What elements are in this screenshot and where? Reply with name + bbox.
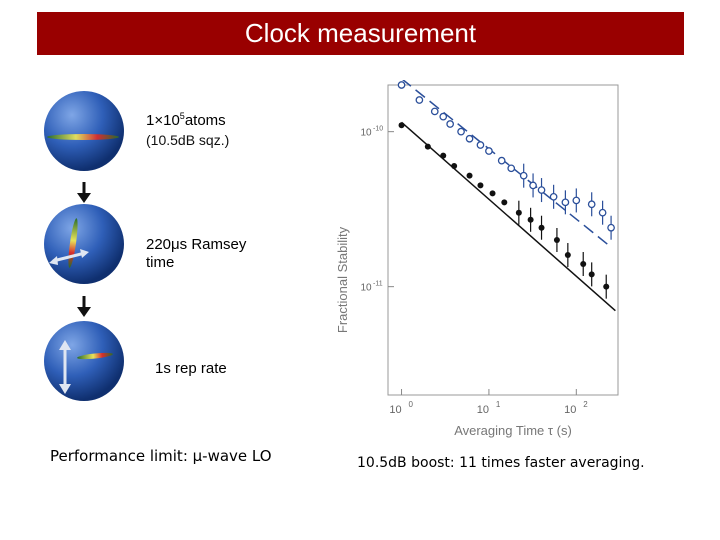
x-tick-exp-2: 2 <box>583 400 588 409</box>
fit-line-1 <box>401 121 616 312</box>
slide-title-text: Clock measurement <box>244 18 477 48</box>
point-1-10 <box>538 224 545 231</box>
x-tick-label-2: 10 <box>564 404 576 416</box>
ramsey-time-text: 220μs Ramsey time <box>146 236 247 271</box>
arrow-down-icon <box>77 182 91 203</box>
bloch-sphere-squeezed <box>44 91 124 171</box>
point-0-16 <box>572 196 581 205</box>
point-0-0 <box>397 81 406 89</box>
rep-rate-label: 1s rep rate <box>155 360 227 378</box>
point-0-10 <box>507 164 516 173</box>
y-axis-label: Fractional Stability <box>335 226 350 333</box>
point-0-18 <box>598 208 607 217</box>
point-0-19 <box>607 223 615 232</box>
point-0-15 <box>561 198 570 207</box>
point-1-8 <box>515 209 522 216</box>
point-1-5 <box>477 182 484 189</box>
point-1-1 <box>424 143 431 150</box>
point-1-9 <box>527 216 534 223</box>
point-0-3 <box>439 112 448 121</box>
point-0-9 <box>497 156 506 165</box>
point-0-7 <box>476 141 485 149</box>
y-tick-label-1: 10 <box>360 283 372 294</box>
point-0-6 <box>465 134 474 143</box>
point-1-0 <box>398 122 405 129</box>
y-tick-label-0: 10 <box>360 128 372 139</box>
x-axis-label: Averaging Time τ (s) <box>454 423 572 438</box>
point-0-8 <box>485 147 493 155</box>
y-tick-exp-1: -11 <box>373 281 383 288</box>
arrow-down-icon <box>77 296 91 317</box>
point-0-17 <box>587 200 596 209</box>
point-1-3 <box>451 163 458 170</box>
point-1-12 <box>564 252 571 259</box>
point-0-13 <box>537 186 546 194</box>
point-0-11 <box>519 171 528 180</box>
point-0-4 <box>446 120 454 128</box>
point-0-14 <box>549 192 558 201</box>
slide-title: Clock measurement <box>37 12 684 55</box>
x-tick-label-1: 10 <box>477 404 489 416</box>
x-tick-exp-0: 0 <box>409 400 414 409</box>
point-0-12 <box>529 181 537 190</box>
bloch-sphere-readout <box>44 321 124 401</box>
point-1-4 <box>466 172 473 179</box>
performance-limit-caption: Performance limit: μ-wave LO <box>50 447 272 465</box>
boost-caption: 10.5dB boost: 11 times faster averaging. <box>357 455 645 471</box>
point-1-7 <box>501 199 508 206</box>
atom-number-text: 1×105atoms <box>146 111 226 130</box>
point-1-15 <box>603 283 610 290</box>
plot-frame <box>387 84 619 396</box>
point-1-14 <box>588 271 595 278</box>
rep-rate-text: 1s rep rate <box>155 360 227 377</box>
ramsey-time-label: 220μs Ramsey time <box>146 236 246 272</box>
point-1-13 <box>580 261 587 268</box>
point-1-6 <box>489 190 496 197</box>
point-0-5 <box>457 127 465 136</box>
point-0-1 <box>415 96 424 104</box>
fit-line-0 <box>402 80 612 248</box>
point-1-2 <box>440 152 447 159</box>
x-tick-label-0: 10 <box>389 404 401 416</box>
atom-number-label: 1×105atoms <box>146 112 226 130</box>
squeezing-label: (10.5dB sqz.) <box>146 132 230 148</box>
x-tick-exp-1: 1 <box>496 400 501 409</box>
bloch-sphere-ramsey <box>44 204 124 284</box>
point-0-2 <box>430 107 439 116</box>
y-tick-exp-0: -10 <box>373 126 383 133</box>
point-1-11 <box>553 237 560 243</box>
